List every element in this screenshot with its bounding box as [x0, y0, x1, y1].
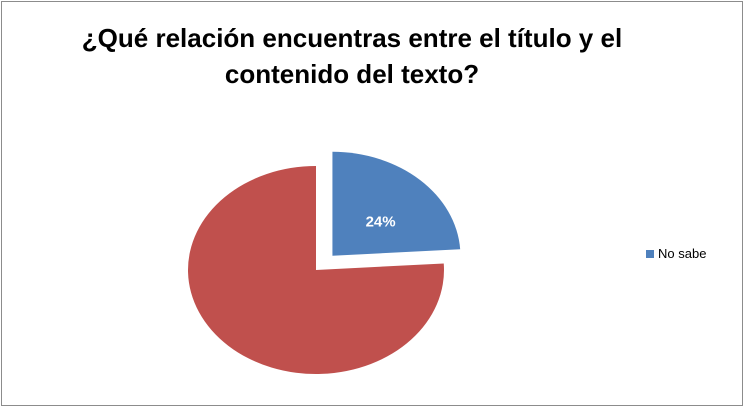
chart-title: ¿Qué relación encuentras entre el título…	[42, 20, 662, 92]
legend: No sabe	[646, 246, 706, 261]
legend-label-no-sabe: No sabe	[658, 246, 707, 261]
pie-slice-no-sabe	[332, 151, 461, 256]
pie-data-label-0: 24%	[366, 214, 396, 231]
chart-title-line-2: contenido del texto?	[224, 59, 480, 89]
legend-swatch-no-sabe	[646, 249, 654, 258]
pie-slice-unlabeled-1	[188, 166, 444, 375]
chart-title-line-1: ¿Qué relación encuentras entre el título…	[81, 23, 623, 53]
